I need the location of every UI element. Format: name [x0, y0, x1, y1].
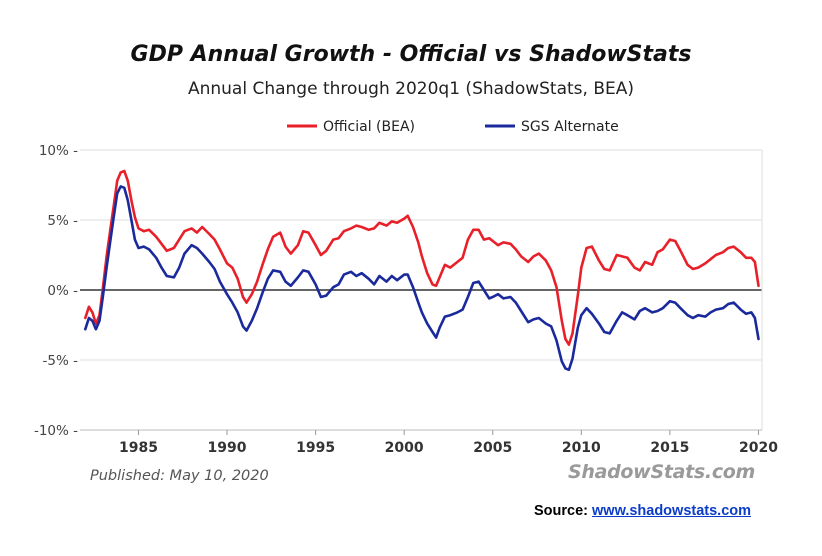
- y-tick-label: 10% -: [39, 143, 78, 159]
- x-tick-label: 1985: [119, 440, 158, 456]
- x-tick-label: 2000: [385, 440, 424, 456]
- x-tick-label: 1990: [208, 440, 247, 456]
- x-axis-ticks: 1985 1990 1995 2000 2005 2010 2015 2020: [119, 430, 778, 456]
- x-tick-label: 2005: [473, 440, 512, 456]
- chart-title: GDP Annual Growth - Official vs ShadowSt…: [130, 42, 692, 67]
- y-axis-ticks: 10% - 5% - 0% - -5% - -10% -: [34, 143, 78, 439]
- y-tick-label: -5% -: [43, 353, 79, 369]
- legend-label-official: Official (BEA): [323, 119, 415, 135]
- series-layer: [84, 169, 760, 372]
- x-tick-label: 2015: [650, 440, 689, 456]
- series-line-sgs: [84, 185, 760, 372]
- source-link[interactable]: www.shadowstats.com: [592, 503, 752, 519]
- y-tick-label: -10% -: [34, 423, 78, 439]
- grid-layer: [80, 149, 763, 431]
- legend-label-sgs: SGS Alternate: [521, 119, 619, 135]
- shadowstats-watermark: ShadowStats.com: [568, 461, 756, 483]
- x-tick-label: 2010: [562, 440, 601, 456]
- y-tick-label: 5% -: [47, 213, 78, 229]
- source-line: Source: www.shadowstats.com: [534, 503, 751, 519]
- source-label: Source:: [534, 503, 593, 519]
- published-date: Published: May 10, 2020: [90, 468, 269, 484]
- chart-subtitle: Annual Change through 2020q1 (ShadowStat…: [187, 79, 635, 99]
- series-line-official: [84, 169, 760, 346]
- x-tick-label: 2020: [739, 440, 778, 456]
- y-tick-label: 0% -: [47, 283, 78, 299]
- chart-legend: Official (BEA) SGS Alternate: [287, 119, 619, 135]
- x-tick-label: 1995: [296, 440, 335, 456]
